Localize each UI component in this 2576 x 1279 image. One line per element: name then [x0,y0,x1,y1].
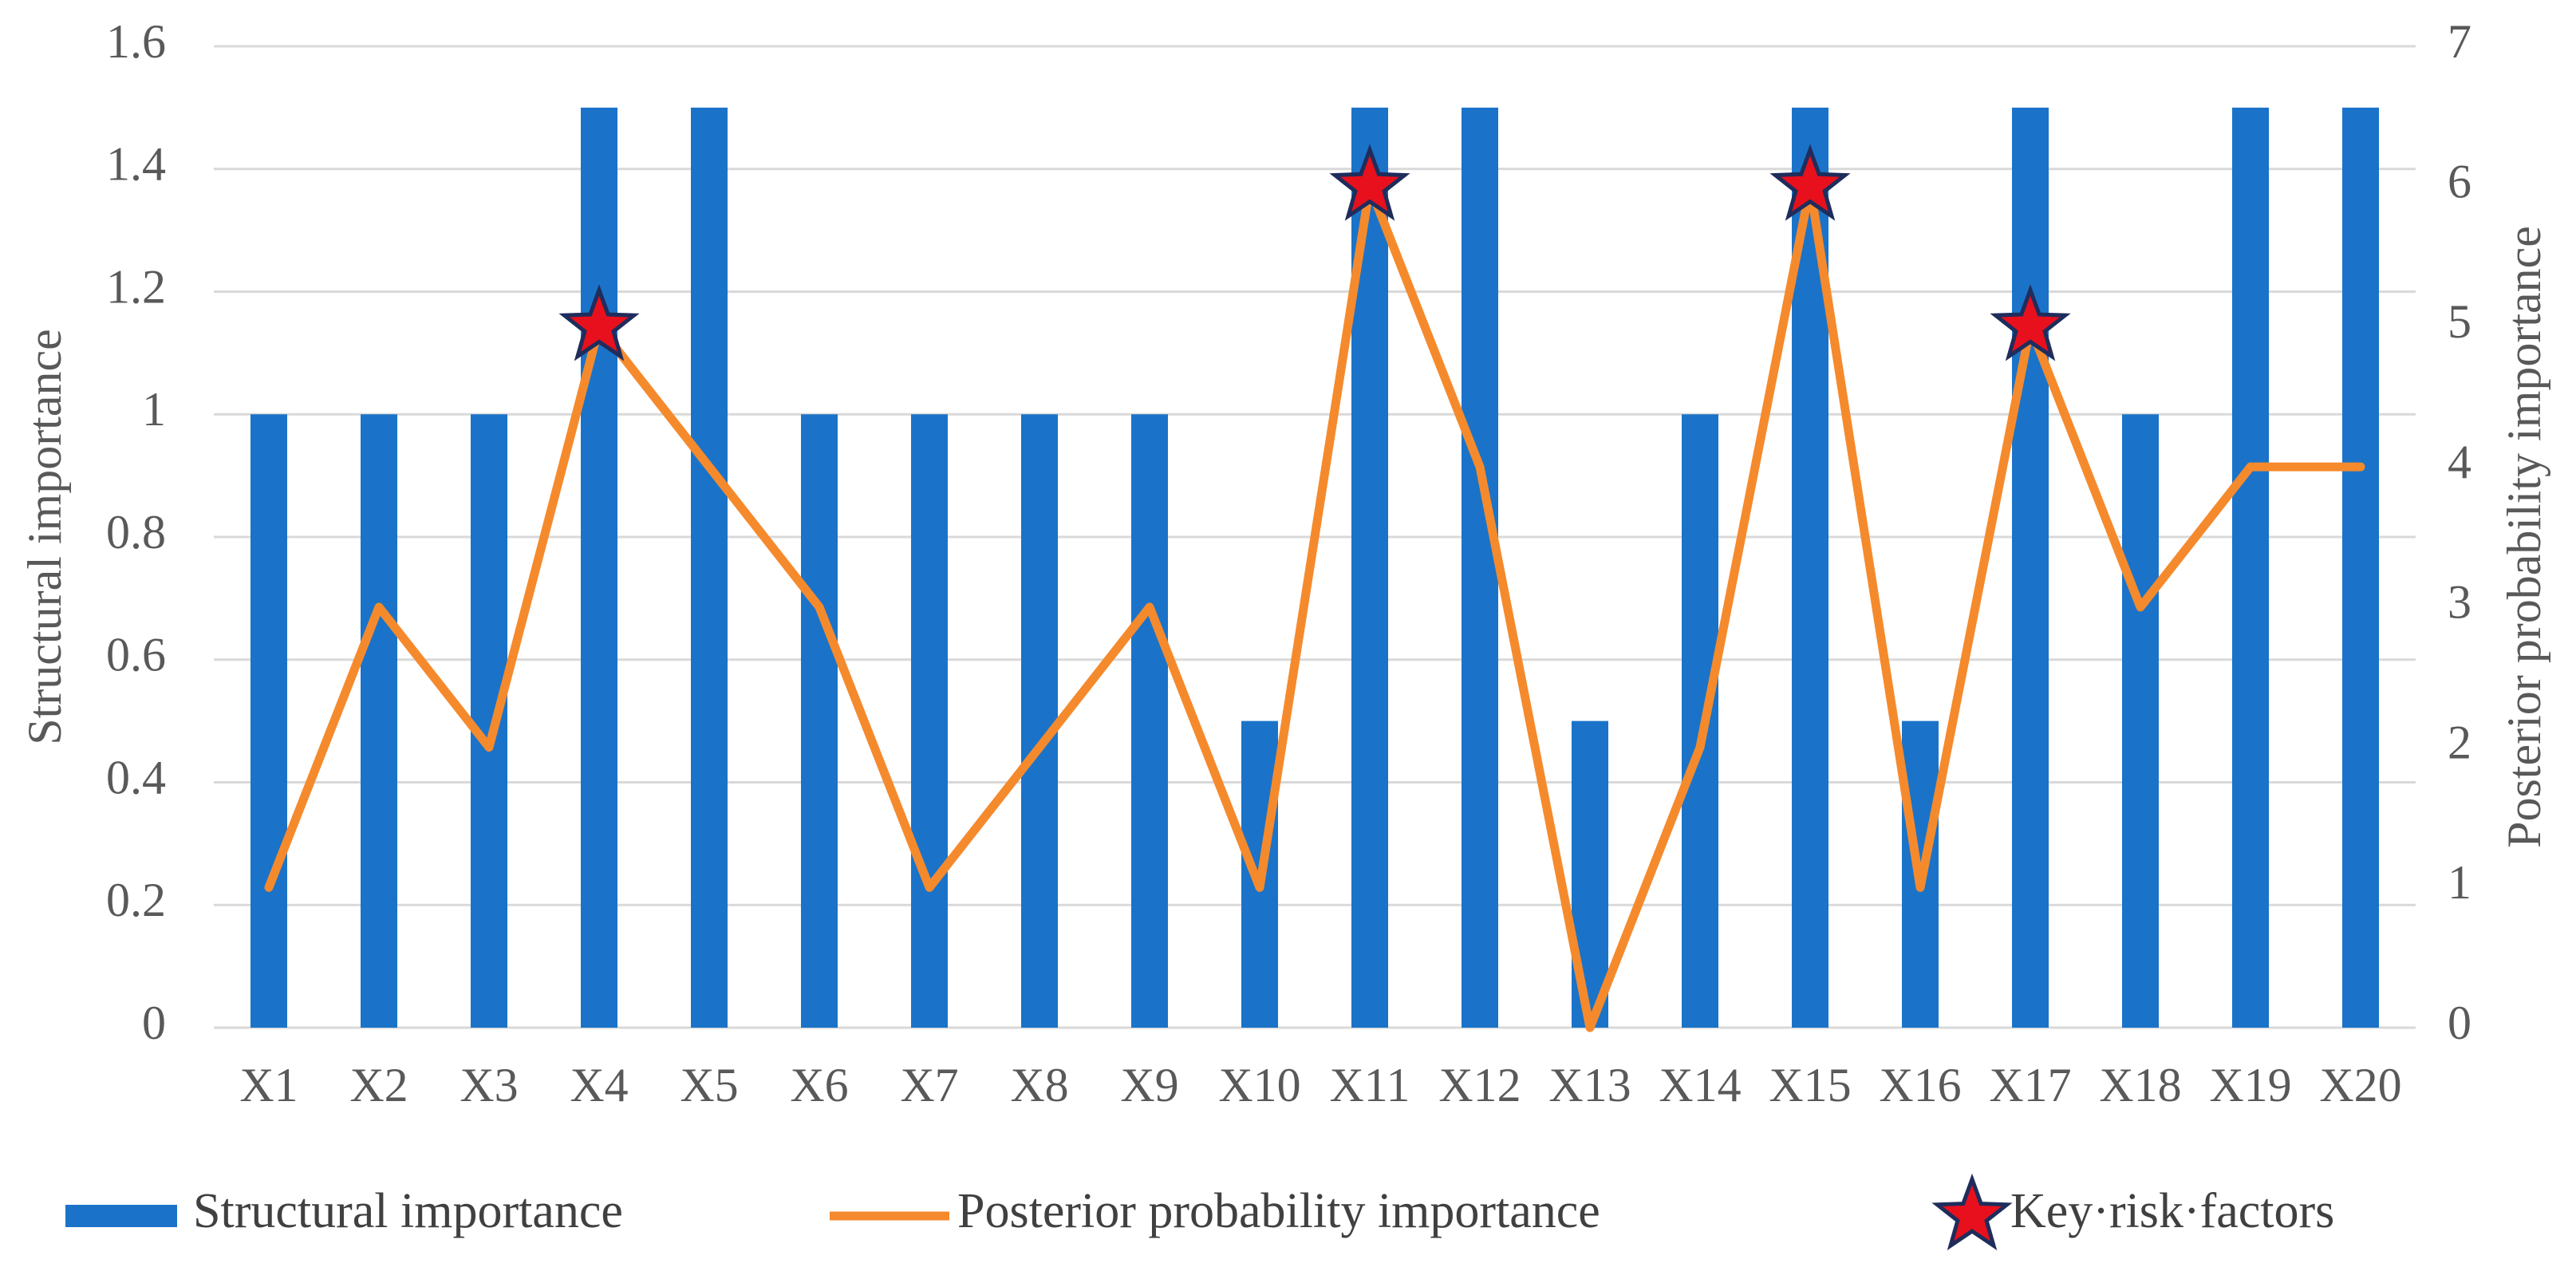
legend-label: Structural importance [193,1184,623,1238]
bar [911,414,948,1028]
y2-tick-label: 6 [2448,155,2471,207]
x-tick-label: X3 [460,1059,518,1111]
y2-tick-label: 4 [2448,436,2471,488]
y-tick-label: 1.4 [106,138,166,191]
y-tick-label: 0.6 [106,629,166,681]
bar [1682,414,1718,1028]
bar [471,414,507,1028]
y2-tick-label: 5 [2448,295,2471,348]
bar [250,414,287,1028]
x-tick-label: X6 [790,1059,848,1111]
x-tick-label: X12 [1438,1059,1521,1111]
bar [361,414,397,1028]
legend-swatch [1931,1173,2013,1251]
y-tick-label: 1 [142,383,166,436]
legend-swatch [65,1205,177,1227]
bar [1021,414,1058,1028]
x-tick-label: X13 [1548,1059,1631,1111]
y-tick-label: 1.2 [106,260,166,313]
star-marker [1329,144,1410,221]
star-marker [1769,144,1851,221]
y2-tick-label: 7 [2448,15,2471,68]
bar [801,414,838,1028]
bar [1131,414,1168,1028]
x-tick-label: X5 [680,1059,738,1111]
y-tick-label: 0 [142,997,166,1049]
star-marker [558,284,640,361]
y-tick-label: 0.8 [106,506,166,559]
y-tick-label: 0.2 [106,874,166,926]
y-tick-label: 1.6 [106,15,166,68]
x-tick-label: X18 [2099,1059,2181,1111]
bar [1462,107,1498,1028]
x-tick-label: X20 [2319,1059,2401,1111]
x-tick-label: X1 [239,1059,298,1111]
bar [2232,107,2269,1028]
y2-axis-title: Posterior probability importance [2498,226,2550,848]
y2-tick-label: 3 [2448,576,2471,629]
y2-tick-label: 2 [2448,716,2471,768]
x-tick-label: X2 [349,1059,408,1111]
x-tick-label: X9 [1120,1059,1178,1111]
bar [691,107,728,1028]
legend-label: Key·risk·factors [2010,1184,2334,1238]
x-tick-label: X15 [1769,1059,1851,1111]
y-axis-title: Structural importance [18,329,71,744]
y2-tick-label: 1 [2448,856,2471,909]
y2-tick-label: 0 [2448,997,2471,1049]
x-tick-label: X11 [1329,1059,1410,1111]
y-tick-label: 0.4 [106,751,166,803]
bar [581,107,617,1028]
star-marker [1990,284,2071,361]
x-tick-label: X17 [1989,1059,2071,1111]
legend-label: Posterior probability importance [957,1184,1600,1238]
x-tick-label: X4 [570,1059,628,1111]
bar [2012,107,2049,1028]
x-tick-label: X14 [1659,1059,1741,1111]
x-tick-label: X19 [2209,1059,2291,1111]
x-tick-label: X7 [900,1059,958,1111]
bar [2342,107,2379,1028]
x-tick-label: X10 [1218,1059,1300,1111]
x-tick-label: X8 [1010,1059,1068,1111]
bar [2122,414,2159,1028]
x-tick-label: X16 [1879,1059,1961,1111]
